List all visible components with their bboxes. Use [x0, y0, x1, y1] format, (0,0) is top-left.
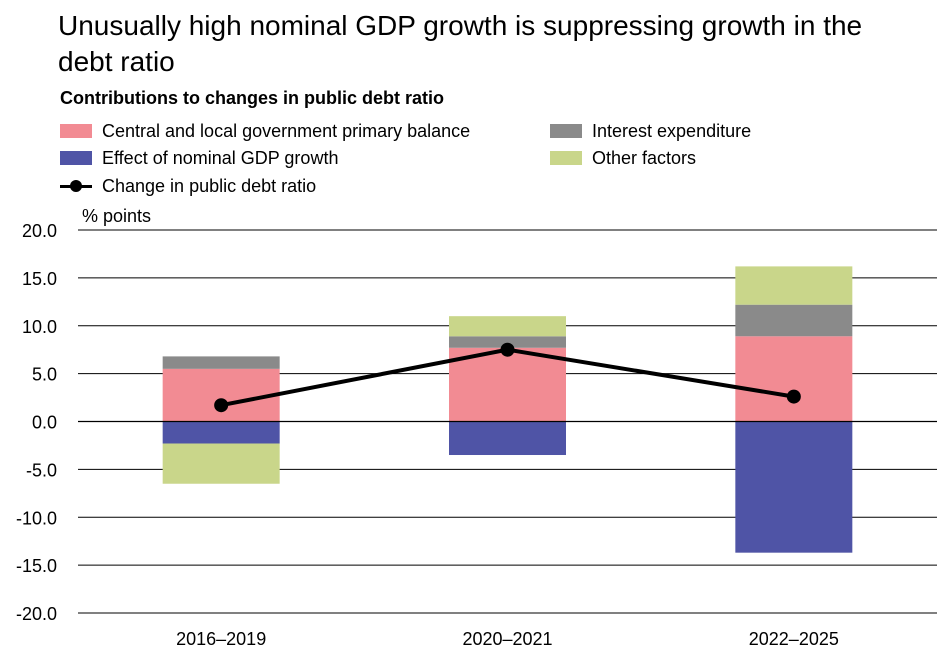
- legend-label-other-factors: Other factors: [592, 148, 697, 168]
- y-tick-label: -10.0: [16, 508, 57, 528]
- y-tick-label: -20.0: [16, 604, 57, 624]
- legend-item-interest: Interest expenditure: [550, 120, 751, 142]
- legend-swatch-gdp-growth: [60, 151, 92, 165]
- y-tick-label: -5.0: [26, 460, 57, 480]
- bar-3-2: [735, 266, 853, 305]
- legend-swatch-debt-change: [60, 179, 92, 193]
- legend-item-other-factors: Other factors: [550, 147, 696, 169]
- bar-0-2: [735, 336, 853, 422]
- y-tick-label: 10.0: [22, 317, 57, 337]
- y-tick-label: 5.0: [32, 365, 57, 385]
- legend-swatch-other-factors: [550, 151, 582, 165]
- legend-swatch-interest: [550, 124, 582, 138]
- bar-2-1: [449, 421, 566, 456]
- x-tick-label: 2022–2025: [749, 629, 839, 649]
- bar-1-1: [449, 336, 566, 348]
- legend-item-primary-balance: Central and local government primary bal…: [60, 120, 470, 142]
- legend-swatch-primary-balance: [60, 124, 92, 138]
- debt-change-point: [786, 389, 801, 404]
- chart-title: Unusually high nominal GDP growth is sup…: [58, 10, 863, 77]
- legend-item-debt-change: Change in public debt ratio: [60, 175, 316, 197]
- legend-label-debt-change: Change in public debt ratio: [102, 176, 317, 196]
- bar-0-1: [449, 347, 566, 422]
- bar-3-1: [449, 316, 566, 337]
- legend-item-gdp-growth: Effect of nominal GDP growth: [60, 147, 338, 169]
- y-tick-label: 0.0: [32, 413, 57, 433]
- bar-0-0: [162, 368, 280, 422]
- y-tick-label: 15.0: [22, 269, 57, 289]
- x-tick-label: 2020–2021: [462, 629, 552, 649]
- legend-label-primary-balance: Central and local government primary bal…: [102, 121, 471, 141]
- bar-2-0: [162, 421, 280, 444]
- bar-2-2: [735, 421, 853, 553]
- y-tick-label: -15.0: [16, 556, 57, 576]
- legend-label-interest: Interest expenditure: [592, 121, 752, 141]
- y-tick-label: 20.0: [22, 221, 57, 241]
- chart-subtitle: Contributions to changes in public debt …: [60, 88, 444, 108]
- x-tick-label: 2016–2019: [176, 629, 266, 649]
- debt-change-point: [500, 342, 515, 357]
- debt-change-point: [214, 398, 229, 413]
- bar-1-2: [735, 304, 853, 337]
- bar-1-0: [162, 356, 280, 369]
- y-axis-unit-label: % points: [82, 206, 151, 226]
- legend-label-gdp-growth: Effect of nominal GDP growth: [102, 148, 339, 168]
- bar-3-0: [162, 443, 280, 484]
